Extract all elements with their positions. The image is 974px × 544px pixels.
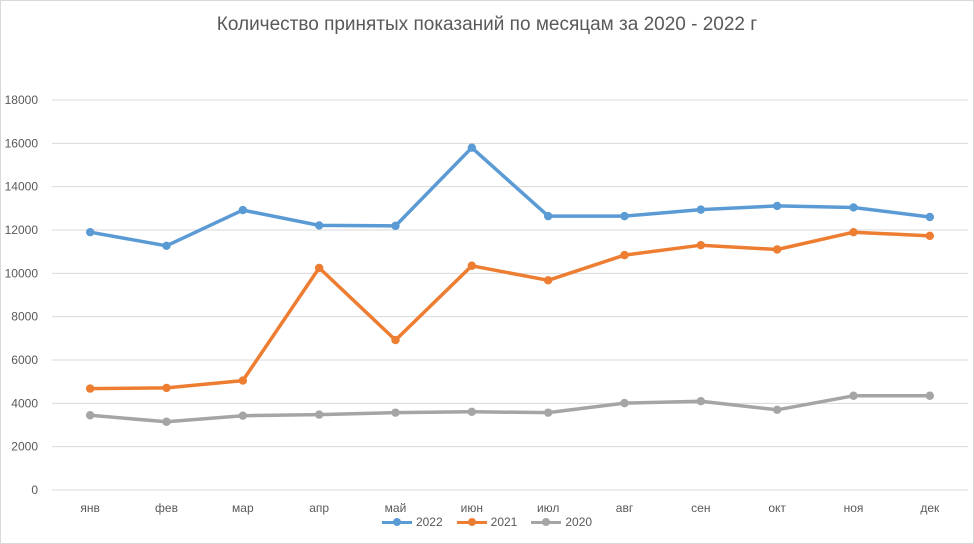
y-tick-label: 4000 <box>11 396 38 410</box>
data-point-2022 <box>696 205 706 214</box>
x-tick-label: июл <box>537 501 559 515</box>
data-point-2020 <box>925 391 935 400</box>
data-point-2021 <box>467 261 477 270</box>
data-point-2020 <box>238 411 248 420</box>
data-point-2020 <box>162 417 171 426</box>
y-tick-label: 6000 <box>11 353 38 367</box>
x-tick-label: апр <box>309 501 329 515</box>
x-tick-label: окт <box>768 501 786 515</box>
data-point-2020 <box>467 407 477 416</box>
gridlines <box>52 99 968 491</box>
series-line-2020 <box>88 394 932 424</box>
x-tick-label: фев <box>155 501 178 515</box>
data-point-2021 <box>620 250 629 260</box>
y-tick-label: 0 <box>31 483 38 497</box>
data-point-2020 <box>314 410 324 419</box>
y-tick-label: 12000 <box>5 223 39 237</box>
data-point-2020 <box>772 405 782 415</box>
series-line-2021 <box>88 230 932 391</box>
series-2020 <box>85 391 935 426</box>
legend-marker <box>531 516 562 528</box>
legend-label: 2022 <box>415 515 443 529</box>
x-tick-label: мар <box>232 501 254 515</box>
y-tick-label: 16000 <box>5 136 39 150</box>
series-2021 <box>85 227 935 393</box>
y-tick-label: 2000 <box>11 440 38 454</box>
x-tick-label: сен <box>691 501 710 515</box>
x-tick-label: ноя <box>844 501 864 515</box>
legend-item-2021: 2021 <box>456 515 518 529</box>
legend-item-2022: 2022 <box>381 515 443 529</box>
data-point-2021 <box>772 245 782 254</box>
y-tick-label: 14000 <box>5 180 39 194</box>
data-point-2021 <box>849 227 858 237</box>
data-point-2022 <box>314 221 324 230</box>
data-point-2020 <box>696 396 706 406</box>
data-point-2022 <box>391 221 400 231</box>
data-point-2020 <box>543 408 553 417</box>
data-point-2020 <box>620 398 629 408</box>
data-point-2021 <box>314 263 324 273</box>
data-point-2022 <box>772 201 782 211</box>
data-point-2021 <box>85 384 95 393</box>
data-point-2022 <box>849 203 858 212</box>
legend-label: 2021 <box>490 515 518 529</box>
legend-marker <box>456 516 487 528</box>
data-point-2021 <box>391 335 400 345</box>
series-2022 <box>85 143 935 251</box>
series-line-2022 <box>88 145 932 248</box>
x-tick-label: янв <box>80 501 100 515</box>
x-tick-label: дек <box>920 501 940 515</box>
data-point-2022 <box>467 143 477 152</box>
series-group <box>85 143 935 426</box>
data-point-2022 <box>925 212 935 222</box>
data-point-2022 <box>85 227 95 237</box>
legend: 2022 2021 2020 <box>0 514 974 530</box>
data-point-2022 <box>543 211 553 221</box>
data-point-2020 <box>85 411 95 420</box>
data-point-2021 <box>925 231 935 241</box>
x-tick-label: авг <box>616 501 634 515</box>
y-tick-label: 18000 <box>5 93 39 107</box>
chart-title: Количество принятых показаний по месяцам… <box>216 14 758 35</box>
y-tick-label: 8000 <box>11 310 38 324</box>
data-point-2022 <box>620 211 629 221</box>
x-axis-ticks: янв фев мар апр май июн июл авг сен окт ноя дек <box>80 501 940 515</box>
x-tick-label: июн <box>461 501 483 515</box>
legend-label: 2020 <box>565 515 593 529</box>
data-point-2022 <box>162 241 171 251</box>
data-point-2021 <box>162 383 171 393</box>
legend-marker <box>381 516 412 528</box>
legend-item-2020: 2020 <box>531 515 592 529</box>
x-tick-label: май <box>385 501 407 515</box>
y-tick-label: 10000 <box>5 266 39 280</box>
y-axis-ticks: 0 2000 4000 6000 8000 10000 12000 14000 16000 180… <box>5 93 39 497</box>
data-point-2020 <box>391 408 400 417</box>
data-point-2020 <box>849 391 858 400</box>
data-point-2021 <box>238 376 248 385</box>
data-point-2021 <box>543 276 553 285</box>
data-point-2022 <box>238 205 248 215</box>
data-point-2021 <box>696 240 706 250</box>
